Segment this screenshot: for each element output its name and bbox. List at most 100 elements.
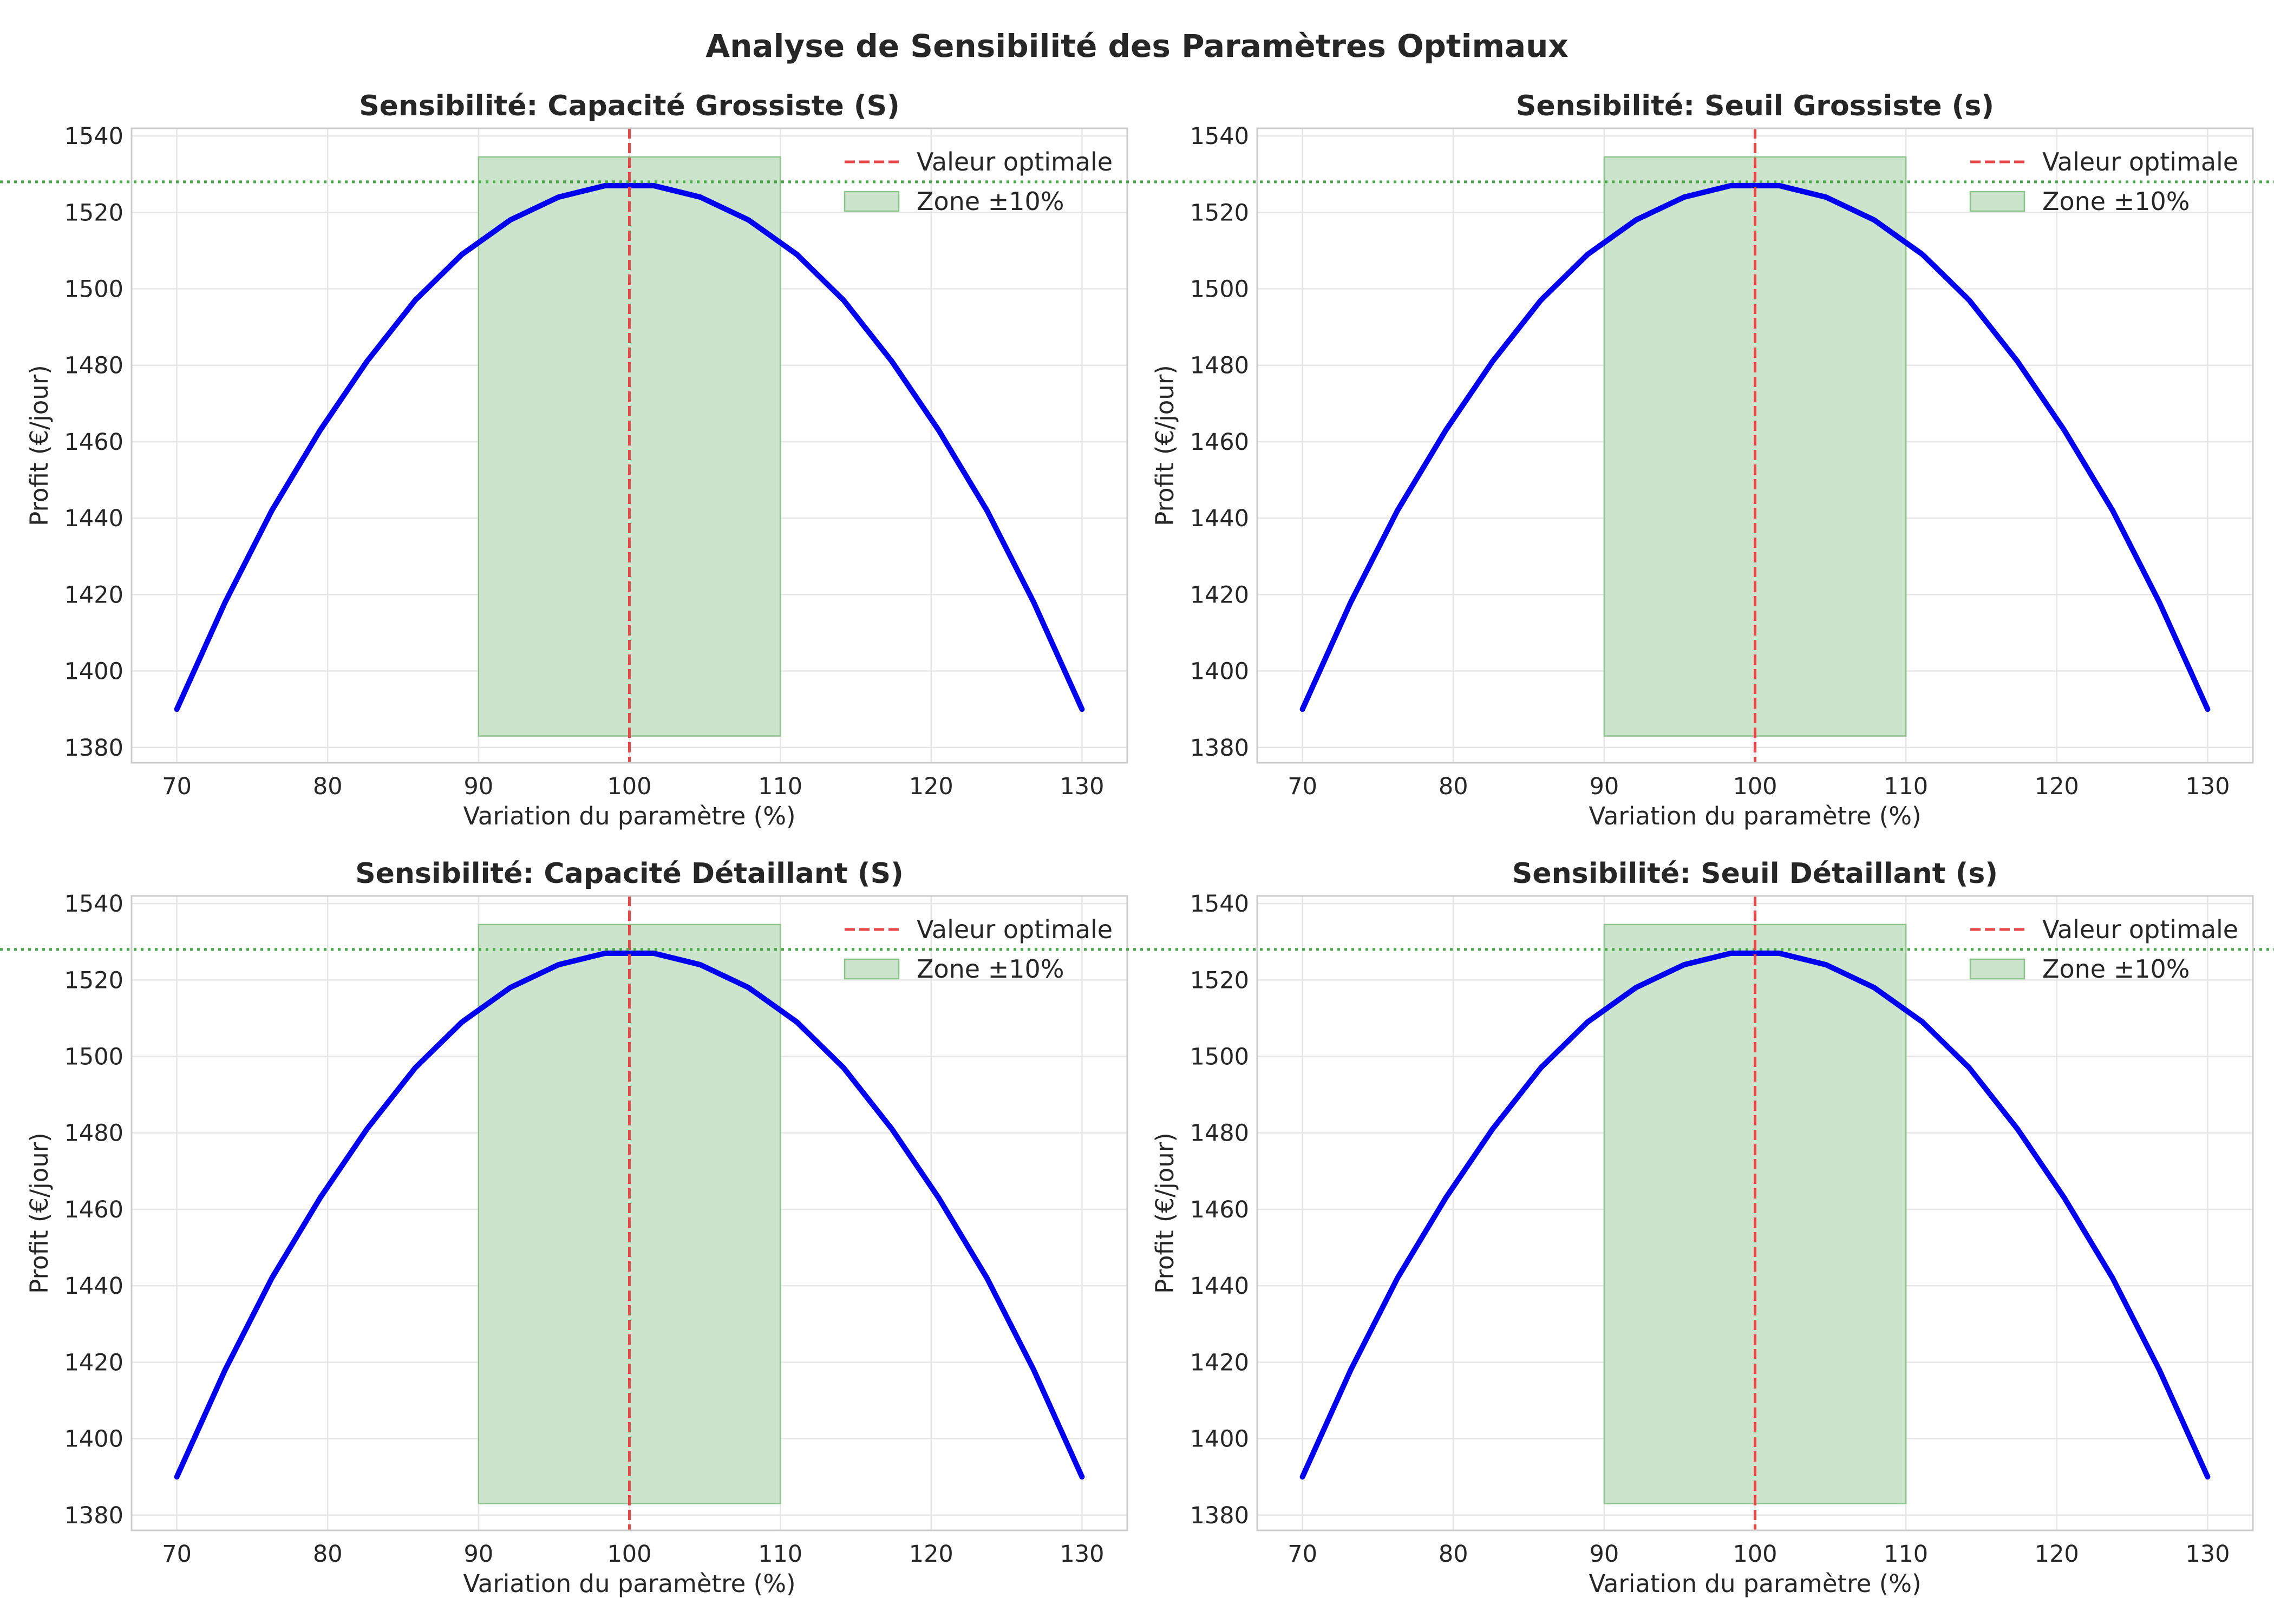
y-tick-label: 1380 [64, 735, 123, 762]
y-tick-label: 1440 [1190, 505, 1249, 532]
legend-handle-zone [844, 958, 900, 980]
y-tick-label: 1540 [1190, 890, 1249, 918]
y-tick-label: 1440 [1190, 1273, 1249, 1300]
y-axis-label: Profit (€/jour) [25, 365, 54, 526]
x-tick-label: 110 [758, 773, 802, 800]
legend-handle-zone [1969, 958, 2025, 980]
profit-curve [174, 950, 1085, 1480]
y-tick-label: 1540 [1190, 123, 1249, 150]
x-tick-label: 130 [1060, 773, 1104, 800]
y-tick-label: 1540 [64, 890, 123, 918]
chart-panel-1: 70 80 90 100 110 120 130 1380 1400 1420 1440 1460 14… [0, 90, 2274, 830]
x-tick-label: 80 [1439, 1541, 1468, 1568]
y-tick-label: 1420 [1190, 1349, 1249, 1376]
y-tick-label: 1420 [64, 1349, 123, 1376]
chart-panel-3: 70 80 90 100 110 120 130 1380 1400 1420 1440 1460 14… [0, 857, 2274, 1598]
x-axis-label: Variation du paramètre (%) [463, 1569, 795, 1598]
y-tick-label: 1400 [64, 1426, 123, 1453]
x-tick-label: 70 [162, 1541, 192, 1568]
y-tick-label: 1400 [64, 658, 123, 685]
x-tick-label: 100 [1733, 1541, 1777, 1568]
y-tick-label: 1380 [64, 1502, 123, 1529]
x-tick-label: 120 [2035, 1541, 2079, 1568]
profit-curve [1299, 182, 2211, 712]
legend: Valeur optimale Zone ±10% [844, 915, 1113, 984]
y-tick-label: 1540 [64, 123, 123, 150]
legend-handle-zone [844, 191, 900, 212]
figure-title: Analyse de Sensibilité des Paramètres Op… [705, 28, 1569, 64]
x-tick-label: 100 [607, 1541, 651, 1568]
x-tick-label: 70 [162, 773, 192, 800]
x-axis-label: Variation du paramètre (%) [1589, 802, 1921, 830]
x-tick-label: 70 [1288, 1541, 1317, 1568]
y-tick-label: 1500 [64, 1044, 123, 1071]
x-tick-label: 80 [313, 1541, 343, 1568]
x-tick-label: 130 [2185, 773, 2230, 800]
y-tick-label: 1480 [64, 352, 123, 379]
profit-curve [1299, 950, 2211, 1480]
chart-panel-2: 70 80 90 100 110 120 130 1380 1400 1420 1440 1460 14… [0, 90, 2274, 830]
y-tick-label: 1500 [1190, 276, 1249, 303]
y-tick-label: 1500 [1190, 1044, 1249, 1071]
legend-label-optimal: Valeur optimale [917, 915, 1113, 944]
y-tick-label: 1460 [1190, 1196, 1249, 1223]
x-tick-label: 130 [1060, 1541, 1104, 1568]
y-tick-label: 1400 [1190, 1426, 1249, 1453]
y-tick-label: 1380 [1190, 735, 1249, 762]
legend: Valeur optimale Zone ±10% [1969, 147, 2238, 216]
y-tick-label: 1480 [1190, 1120, 1249, 1147]
y-tick-label: 1420 [64, 581, 123, 608]
y-tick-label: 1480 [1190, 352, 1249, 379]
legend-label-zone: Zone ±10% [917, 187, 1064, 216]
y-tick-label: 1520 [64, 967, 123, 994]
y-tick-label: 1460 [64, 429, 123, 456]
x-tick-label: 110 [1884, 773, 1928, 800]
legend-label-zone: Zone ±10% [917, 954, 1064, 984]
y-tick-label: 1520 [1190, 967, 1249, 994]
y-tick-label: 1380 [1190, 1502, 1249, 1529]
plot-frame [130, 895, 1128, 1531]
y-tick-label: 1500 [64, 276, 123, 303]
legend-label-optimal: Valeur optimale [2042, 147, 2238, 176]
y-tick-label: 1520 [1190, 199, 1249, 226]
y-tick-label: 1420 [1190, 581, 1249, 608]
x-tick-label: 80 [313, 773, 343, 800]
plot-frame [130, 127, 1128, 764]
chart-title: Sensibilité: Capacité Détaillant (S) [355, 857, 904, 890]
x-axis-label: Variation du paramètre (%) [463, 802, 795, 830]
y-tick-label: 1400 [1190, 658, 1249, 685]
x-axis-label: Variation du paramètre (%) [1589, 1569, 1921, 1598]
chart-panel-4: 70 80 90 100 110 120 130 1380 1400 1420 1440 1460 14… [0, 857, 2274, 1598]
x-tick-label: 90 [1590, 773, 1619, 800]
profit-curve [174, 182, 1085, 712]
x-tick-label: 90 [464, 1541, 494, 1568]
legend-label-zone: Zone ±10% [2042, 187, 2190, 216]
legend: Valeur optimale Zone ±10% [1969, 915, 2238, 984]
legend-label-zone: Zone ±10% [2042, 954, 2190, 984]
chart-title: Sensibilité: Capacité Grossiste (S) [359, 90, 900, 122]
chart-title: Sensibilité: Seuil Détaillant (s) [1512, 857, 1998, 890]
x-tick-label: 130 [2185, 1541, 2230, 1568]
y-tick-label: 1440 [64, 505, 123, 532]
y-tick-label: 1460 [64, 1196, 123, 1223]
y-axis-label: Profit (€/jour) [25, 1132, 54, 1294]
legend-label-optimal: Valeur optimale [917, 147, 1113, 176]
x-tick-label: 70 [1288, 773, 1317, 800]
y-tick-label: 1480 [64, 1120, 123, 1147]
chart-title: Sensibilité: Seuil Grossiste (s) [1516, 90, 1994, 122]
x-tick-label: 110 [1884, 1541, 1928, 1568]
y-tick-label: 1520 [64, 199, 123, 226]
legend: Valeur optimale Zone ±10% [844, 147, 1113, 216]
y-axis-label: Profit (€/jour) [1151, 365, 1179, 526]
plot-frame [1256, 895, 2254, 1531]
legend-handle-zone [1969, 191, 2025, 212]
x-tick-label: 100 [607, 773, 651, 800]
x-tick-label: 120 [909, 773, 953, 800]
y-tick-label: 1460 [1190, 429, 1249, 456]
y-tick-label: 1440 [64, 1273, 123, 1300]
x-tick-label: 120 [909, 1541, 953, 1568]
x-tick-label: 90 [464, 773, 494, 800]
x-tick-label: 90 [1590, 1541, 1619, 1568]
